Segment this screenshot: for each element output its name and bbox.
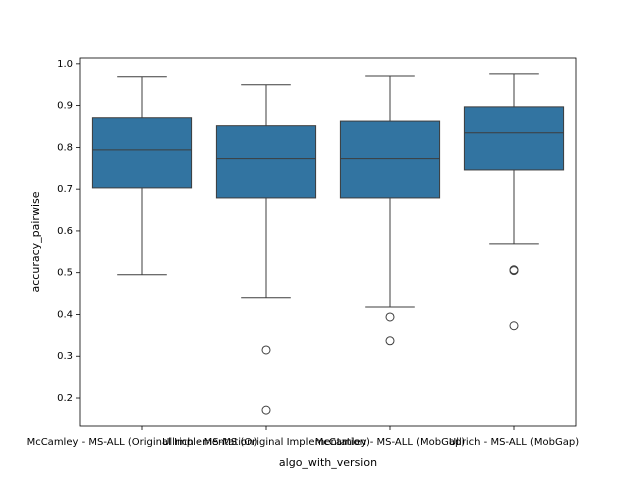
y-tick-label: 0.6 [57,226,73,237]
plot-frame [79,57,577,427]
y-tick-label: 0.7 [57,184,73,195]
y-tick-label: 0.4 [57,309,73,320]
y-tick-label: 0.9 [57,101,73,112]
x-tick-label: McCamley - MS-ALL (Original Implementati… [27,437,258,448]
y-axis-title: accuracy_pairwise [29,191,42,292]
x-tick-label: Ullrich - MS-MS (Original Implementation… [162,437,370,448]
x-tick-label: Ullrich - MS-ALL (MobGap) [449,437,579,448]
y-tick-label: 0.2 [57,393,73,404]
y-tick-label: 0.5 [57,268,73,279]
outlier [509,321,519,331]
x-axis-title: algo_with_version [279,456,377,469]
y-tick-label: 0.3 [57,351,73,362]
outlier [509,266,519,276]
outlier [261,405,271,415]
outlier [385,336,395,346]
box [463,106,565,171]
x-tick-label: McCamley - MS-ALL (MobGap) [315,437,466,448]
outlier [385,312,395,322]
box [339,120,441,199]
y-tick-label: 0.8 [57,142,73,153]
box [91,117,193,189]
y-tick-label: 1.0 [57,59,73,70]
outlier [261,345,271,355]
box [215,125,317,199]
